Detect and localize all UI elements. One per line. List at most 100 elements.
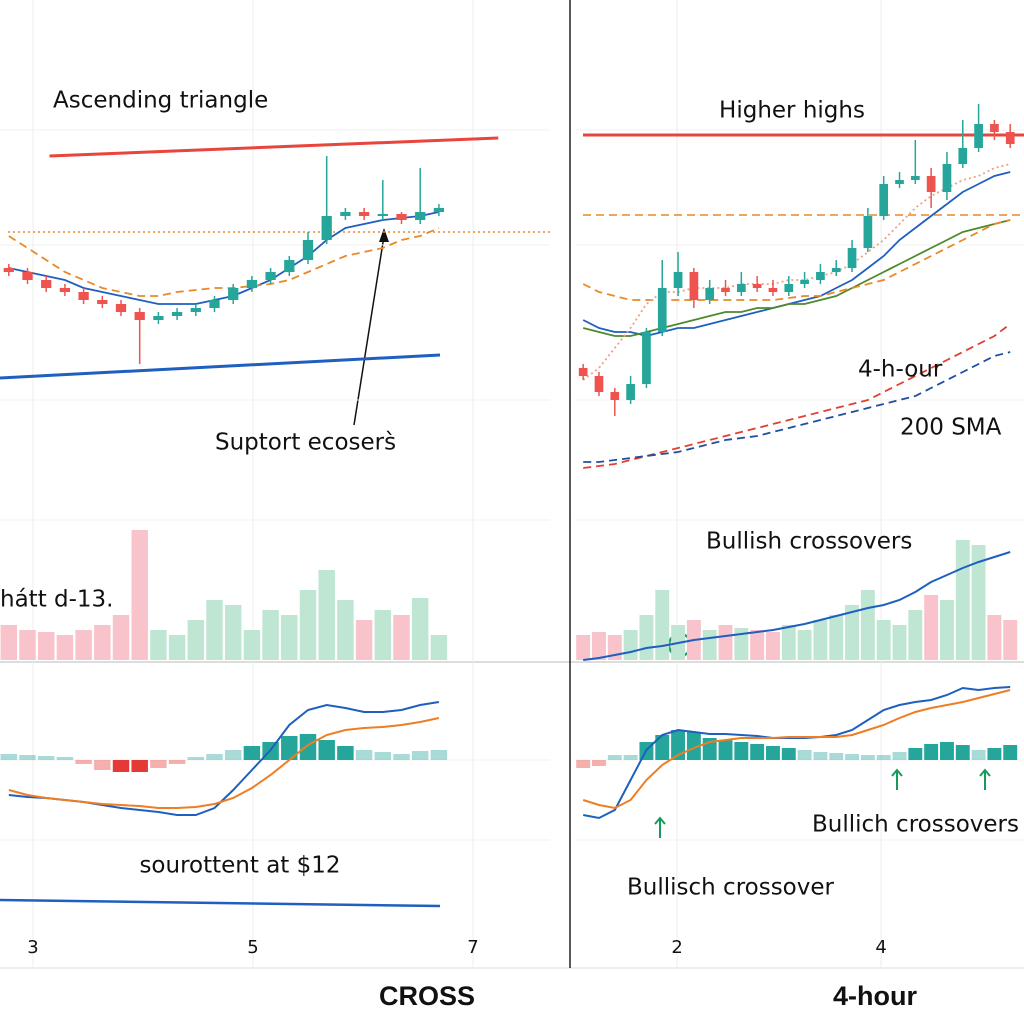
volume-bar — [393, 615, 410, 660]
candle-body — [209, 300, 220, 308]
annotation: 200 SMA — [900, 415, 1002, 441]
volume-bar — [845, 605, 860, 660]
macd-histogram-bar — [845, 754, 860, 760]
candle-body — [153, 316, 164, 320]
macd-histogram-bar — [0, 754, 18, 760]
volume-bar — [955, 540, 970, 660]
candle-body — [657, 288, 667, 332]
volume-bar — [639, 615, 654, 660]
volume-bar — [224, 605, 242, 660]
volume-bar — [1003, 620, 1018, 660]
volume-bar — [19, 630, 36, 660]
annotation: sourottent at $12 — [139, 853, 340, 879]
macd-histogram-bar — [206, 754, 223, 760]
candle-body — [673, 272, 683, 288]
candle-body — [284, 260, 295, 272]
volume-bar — [892, 625, 907, 660]
chart-title: 4-hour — [833, 981, 917, 1011]
macd-histogram-bar — [37, 756, 55, 760]
macd-histogram-bar — [56, 757, 74, 760]
macd-histogram-bar — [607, 755, 622, 760]
volume-bar — [150, 630, 167, 660]
volume-bar — [781, 625, 796, 660]
macd-histogram-bar — [112, 760, 130, 772]
candle-body — [302, 240, 314, 260]
macd-histogram-bar — [750, 744, 765, 760]
volume-line — [583, 551, 1011, 661]
lower-line — [0, 898, 441, 908]
candle-body — [97, 300, 108, 304]
macd-histogram-bar — [592, 760, 606, 766]
candle-body — [736, 284, 746, 292]
x-tick-label: 3 — [27, 937, 38, 958]
crossover-arrows — [654, 768, 991, 838]
macd-histogram-bar — [355, 750, 373, 760]
volume-bar — [243, 630, 261, 660]
candle-body — [721, 288, 730, 292]
macd-histogram-bar — [766, 746, 780, 760]
candle-body — [228, 288, 239, 300]
volume-bar — [987, 615, 1002, 660]
moving-average — [582, 219, 1011, 301]
candle-body — [768, 288, 778, 292]
annotation: Ascending triangle — [53, 88, 268, 114]
volume-bar — [750, 630, 765, 660]
annotation: Suptort ecosers̀ — [215, 430, 396, 456]
volume-bar — [206, 600, 223, 660]
volume-bar — [939, 600, 954, 660]
candle-body — [415, 212, 426, 220]
volume-bar — [37, 632, 55, 660]
candle-body — [171, 312, 183, 316]
moving-average — [583, 323, 1011, 469]
candle-body — [610, 392, 620, 400]
candle-body — [816, 272, 825, 280]
candle-body — [847, 248, 857, 268]
candle-body — [895, 180, 904, 184]
candle-body — [990, 124, 999, 132]
candle-body — [377, 214, 388, 216]
volume-bar — [430, 635, 448, 660]
candle-body — [863, 216, 873, 248]
volume-bar — [655, 590, 670, 660]
volume-bar — [829, 615, 844, 660]
volume-bar — [702, 630, 717, 660]
macd-histogram-bar — [876, 755, 891, 760]
macd-histogram-bar — [299, 734, 317, 760]
volume-bar — [734, 628, 749, 660]
macd-histogram-bar — [813, 752, 828, 760]
candle-body — [942, 164, 952, 192]
candle-body — [626, 384, 635, 400]
volume-bar — [112, 615, 130, 660]
macd-histogram-bar — [75, 760, 92, 764]
macd-histogram-bar — [243, 746, 261, 760]
volume-bar — [860, 590, 875, 660]
candle-body — [265, 272, 276, 280]
volume-bar — [56, 635, 74, 660]
macd-histogram-bar — [337, 746, 354, 760]
moving-average — [583, 351, 1011, 463]
macd-histogram-bar — [655, 735, 670, 760]
candle-body — [3, 268, 14, 272]
volume-bar — [924, 595, 939, 660]
volume-bar — [262, 610, 279, 660]
candle-body — [22, 272, 33, 280]
macd-histogram-bar — [734, 742, 749, 760]
macd-histogram-bar — [168, 760, 186, 764]
macd-histogram-bar — [576, 760, 591, 768]
macd-histogram-bar — [1003, 745, 1018, 760]
candle-body — [689, 272, 699, 300]
volume-bar — [592, 632, 606, 660]
macd-histogram-bar — [781, 748, 796, 760]
candle-body — [594, 376, 604, 392]
moving-average — [582, 171, 1011, 337]
candle-body — [115, 304, 127, 312]
volume-bar — [318, 570, 335, 660]
volume-bar — [355, 620, 373, 660]
volume-bar — [374, 610, 392, 660]
volume-bar — [797, 630, 812, 660]
volume-bar — [94, 625, 111, 660]
moving-average — [8, 227, 440, 297]
macd-histogram-bar — [971, 750, 986, 760]
